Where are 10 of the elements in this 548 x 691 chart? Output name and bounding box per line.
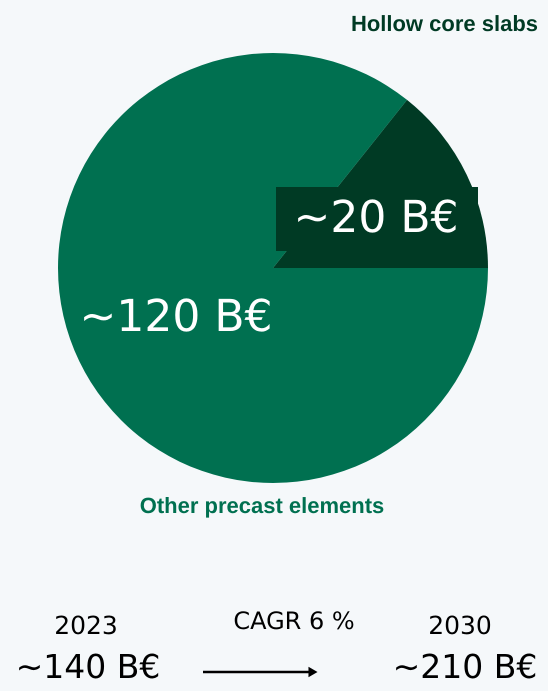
text: 2030 [428, 611, 492, 640]
pie-slice [58, 53, 488, 483]
data-label: ~120 B€ [79, 291, 273, 342]
text: ~140 B€ [16, 647, 160, 686]
text: ~210 B€ [392, 647, 538, 686]
data-label: ~20 B€ [293, 192, 459, 243]
slice-label: Other precast elements [140, 493, 384, 518]
slice-label: Hollow core slabs [350, 11, 538, 36]
text: CAGR 6 % [233, 607, 355, 635]
text: 2023 [54, 611, 118, 640]
